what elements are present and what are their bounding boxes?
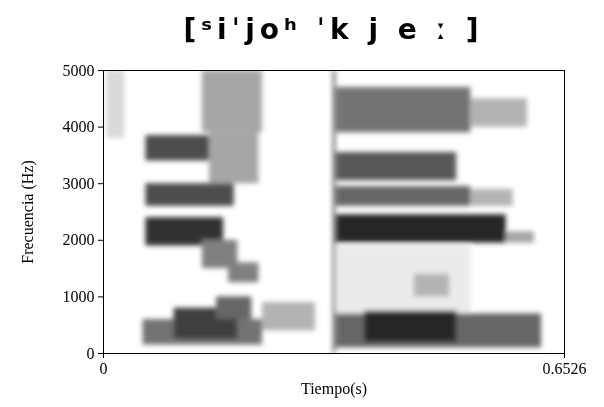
svg-text:1000: 1000 [63, 288, 95, 305]
svg-text:Tiempo(s): Tiempo(s) [301, 380, 367, 398]
svg-text:3000: 3000 [63, 175, 95, 192]
svg-text:0: 0 [100, 360, 108, 377]
svg-text:0.6526: 0.6526 [543, 360, 587, 377]
html-text:[ˢiˈjoʰ ˈk j e ː ]: [ˢiˈjoʰ ˈk j e ː ] [183, 13, 484, 46]
svg-text:2000: 2000 [63, 231, 95, 248]
svg-text:Frecuencia (Hz): Frecuencia (Hz) [19, 160, 37, 264]
svg-text:5000: 5000 [63, 62, 95, 79]
svg-text:4000: 4000 [63, 118, 95, 135]
svg-text:0: 0 [87, 345, 95, 362]
